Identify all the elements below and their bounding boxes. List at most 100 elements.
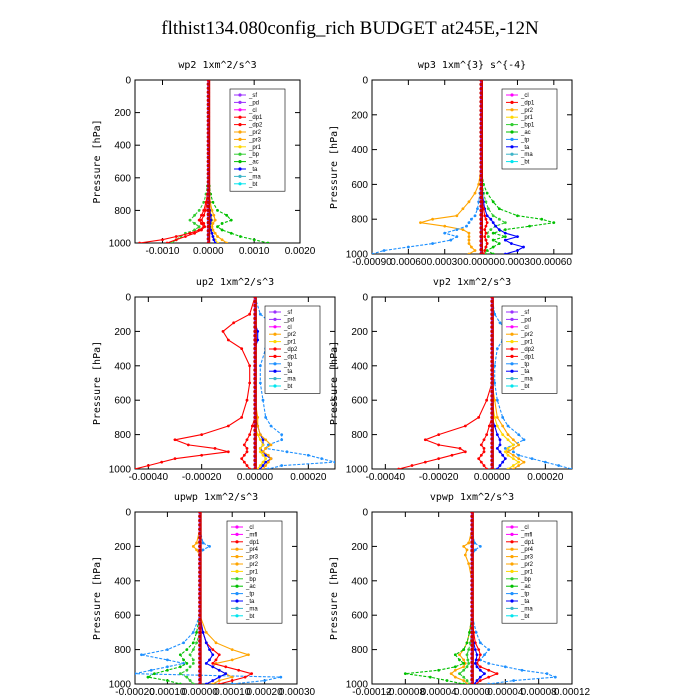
y-axis-label: Pressure [hPa] [92,341,103,425]
x-tick-label: 0.00010 [214,687,251,698]
legend-marker [510,115,514,119]
zero-profile-marker [490,445,494,450]
series-line_dp2 [478,297,493,469]
series-point_tp [478,545,482,548]
series-point_ta [503,231,507,235]
series-point_ta [256,330,260,333]
legend-marker [510,614,514,618]
series-point_dp1 [410,464,414,467]
zero-profile-marker [253,368,257,372]
series-point_pr2 [495,416,499,419]
legend-marker [235,547,239,551]
series-point_dp1 [245,398,249,402]
series-point_tp [455,228,459,232]
series-point_dp1 [483,228,487,232]
series-point_dp1 [423,460,427,464]
zero-profile-marker [490,437,494,441]
zero-profile-marker [206,90,211,94]
series-point_pr2 [211,682,215,684]
y-tick-label: 600 [114,173,131,184]
zero-profile-marker [198,518,202,523]
zero-profile-marker [479,217,483,221]
zero-profile-marker [198,596,202,600]
series-point_bp1 [497,217,501,221]
zero-profile-marker [490,402,494,407]
series-point_ac [503,235,507,239]
zero-profile-marker [198,660,202,665]
series-point_tp [269,424,273,428]
series-point_dp1 [197,218,201,222]
zero-profile-marker [253,325,257,329]
legend-marker [238,115,242,119]
series-point_tp [493,381,497,385]
series-point_dp1 [138,241,141,243]
series-point_tp [543,460,547,464]
series-point_pr2 [473,191,477,195]
y-tick-label: 800 [114,430,131,441]
y-tick-label: 400 [351,145,368,156]
legend-entry: _dp1 [245,540,260,546]
zero-profile-marker [253,329,257,334]
series-point_dp1 [173,438,177,442]
legend-marker [273,325,277,329]
zero-profile-marker [198,665,202,669]
zero-profile-marker [470,604,474,609]
series-point_pr1 [258,446,262,450]
zero-profile-marker [479,130,483,134]
series-point_dp1 [243,675,247,679]
zero-profile-marker [470,643,474,647]
series-point_tp [280,464,284,467]
zero-profile-marker [198,549,202,553]
y-tick-label: 200 [351,327,368,338]
series-point_pr1 [503,450,507,454]
zero-profile-marker [479,113,483,117]
x-tick-label: -0.00040 [366,472,406,483]
legend-marker [273,317,277,321]
zero-profile-marker [198,613,202,617]
legend-marker [510,160,514,164]
series-point_dp1 [485,242,489,245]
series-point_pr1 [506,467,510,469]
legend-marker [510,599,514,603]
legend-marker [510,384,514,388]
zero-profile-marker [479,108,483,113]
series-point_pr2 [506,433,510,436]
series-point_pr2 [261,450,265,454]
legend-marker [238,108,242,112]
zero-profile-marker [198,600,202,604]
legend-marker [510,606,514,611]
legend-entry: _tp [520,137,530,143]
series-point_pr2 [214,641,218,645]
series-point_ta [204,661,208,665]
zero-profile-marker [479,230,483,234]
zero-profile-marker [490,364,494,368]
series-point_dp1 [487,668,491,672]
zero-profile-marker [253,407,257,411]
series-point_tp [501,416,505,419]
series-point_ac [497,242,501,245]
series-point_pr1 [264,457,268,461]
zero-profile-marker [206,180,211,184]
legend-marker [238,182,242,186]
legend-entry: _pr2 [520,332,534,338]
series-point_pr1 [261,460,265,464]
zero-profile-marker [479,221,483,226]
series-point_dp1 [450,453,454,457]
series-point_pr2 [191,545,195,548]
series-point_tp [517,433,521,436]
series-point_pr2 [467,562,471,565]
series-point_ta [217,668,221,672]
zero-profile-marker [198,540,202,544]
series-point_ta [475,653,479,657]
series-point_dp2 [477,457,481,461]
series-point_pr2 [216,235,219,238]
x-tick-label: 0.00008 [521,687,558,698]
zero-profile-marker [206,241,211,243]
series-point_ac [266,241,270,243]
zero-profile-marker [490,381,494,385]
zero-profile-marker [479,104,483,108]
series-point_dp1 [483,214,487,218]
series-point_pr2 [465,548,469,552]
series-point_bp [193,228,196,232]
legend-marker [238,145,242,149]
